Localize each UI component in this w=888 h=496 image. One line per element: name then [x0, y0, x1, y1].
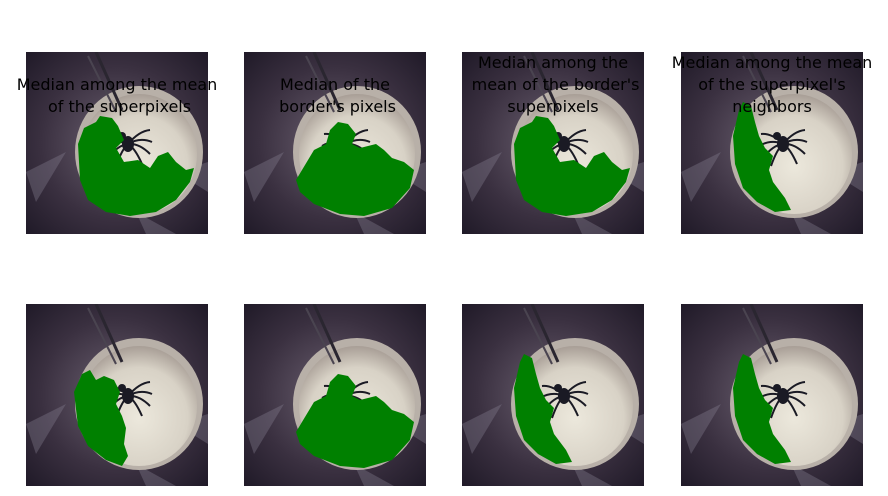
photo-image — [244, 304, 426, 486]
panel-title-line: neighbors — [732, 97, 812, 116]
utensil-handle — [312, 52, 342, 111]
panel-title-line: Median among the mean — [16, 75, 218, 94]
panel-title: Median among the mean of the superpixels — [0, 74, 238, 118]
panel-title-line: mean of the border's — [466, 75, 640, 94]
panel-title-line: superpixels — [507, 97, 599, 116]
utensil-handle — [312, 304, 342, 363]
spider-body — [777, 388, 789, 404]
explanation-mask — [514, 354, 572, 464]
panel-title-line: Median among the — [477, 53, 629, 72]
panel-title: Median of the border's pixels — [214, 74, 456, 118]
photo-image — [681, 52, 863, 234]
panel-title: Median among the mean of the superpixel's… — [651, 52, 888, 118]
photo-image — [26, 304, 208, 486]
explanation-mask — [296, 374, 414, 468]
photo-image — [244, 52, 426, 234]
panel-title-line: of the superpixels — [42, 97, 192, 116]
panel-title-line: of the superpixel's — [698, 75, 846, 94]
spider-body — [777, 136, 789, 152]
utensil-handle — [749, 304, 779, 363]
spider-body — [558, 136, 570, 152]
explanation-mask — [514, 116, 630, 216]
utensil-handle — [94, 304, 124, 363]
photo-image — [26, 52, 208, 234]
spider-body — [122, 136, 134, 152]
panel-title-line: Median among the mean — [671, 53, 873, 72]
photo-image — [462, 304, 644, 486]
photo-image — [681, 304, 863, 486]
spider-body — [558, 388, 570, 404]
explanation-mask — [733, 354, 791, 464]
utensil-handle — [530, 304, 560, 363]
panel-title-line: Median of the — [279, 75, 391, 94]
explanation-mask — [733, 102, 791, 212]
panel-title: Median among the mean of the border's sup… — [432, 52, 674, 118]
explanation-mask — [78, 116, 194, 216]
utensil-handle — [530, 52, 560, 111]
utensil-handle — [749, 52, 779, 111]
explanation-mask — [74, 370, 128, 466]
utensil-handle — [94, 52, 124, 111]
spider-body — [122, 388, 134, 404]
panel-title-line: border's pixels — [274, 97, 396, 116]
photo-image — [462, 52, 644, 234]
explanation-mask — [296, 122, 414, 216]
